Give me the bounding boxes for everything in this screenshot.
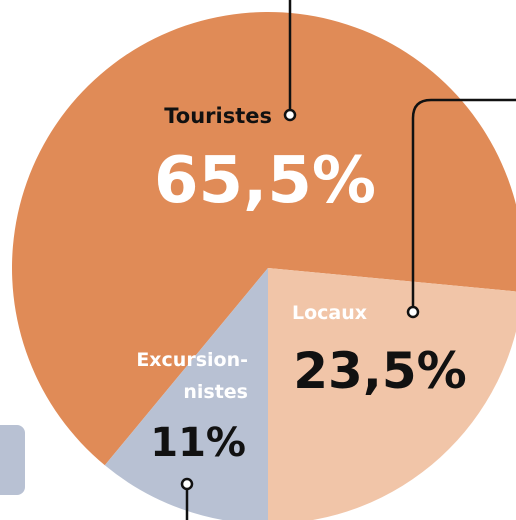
category-label-box: Excursion-nistes — [136, 349, 248, 403]
category-label: Touristes — [164, 104, 272, 128]
leader-dot — [406, 305, 420, 319]
value-label: 11% — [150, 420, 246, 466]
value-label: 23,5% — [293, 342, 466, 400]
background-card — [0, 425, 25, 495]
leader-lines — [180, 0, 516, 520]
pie-slice — [268, 268, 516, 520]
pie — [12, 12, 516, 520]
category-label: Excursion-nistes — [136, 349, 248, 403]
leader-dot — [283, 108, 297, 122]
pie-slice — [12, 12, 516, 466]
category-label: Locaux — [292, 302, 367, 324]
leader-line — [411, 98, 516, 307]
value-label: 65,5% — [154, 144, 376, 218]
leader-dot — [180, 477, 194, 491]
pie-slice — [104, 268, 268, 520]
